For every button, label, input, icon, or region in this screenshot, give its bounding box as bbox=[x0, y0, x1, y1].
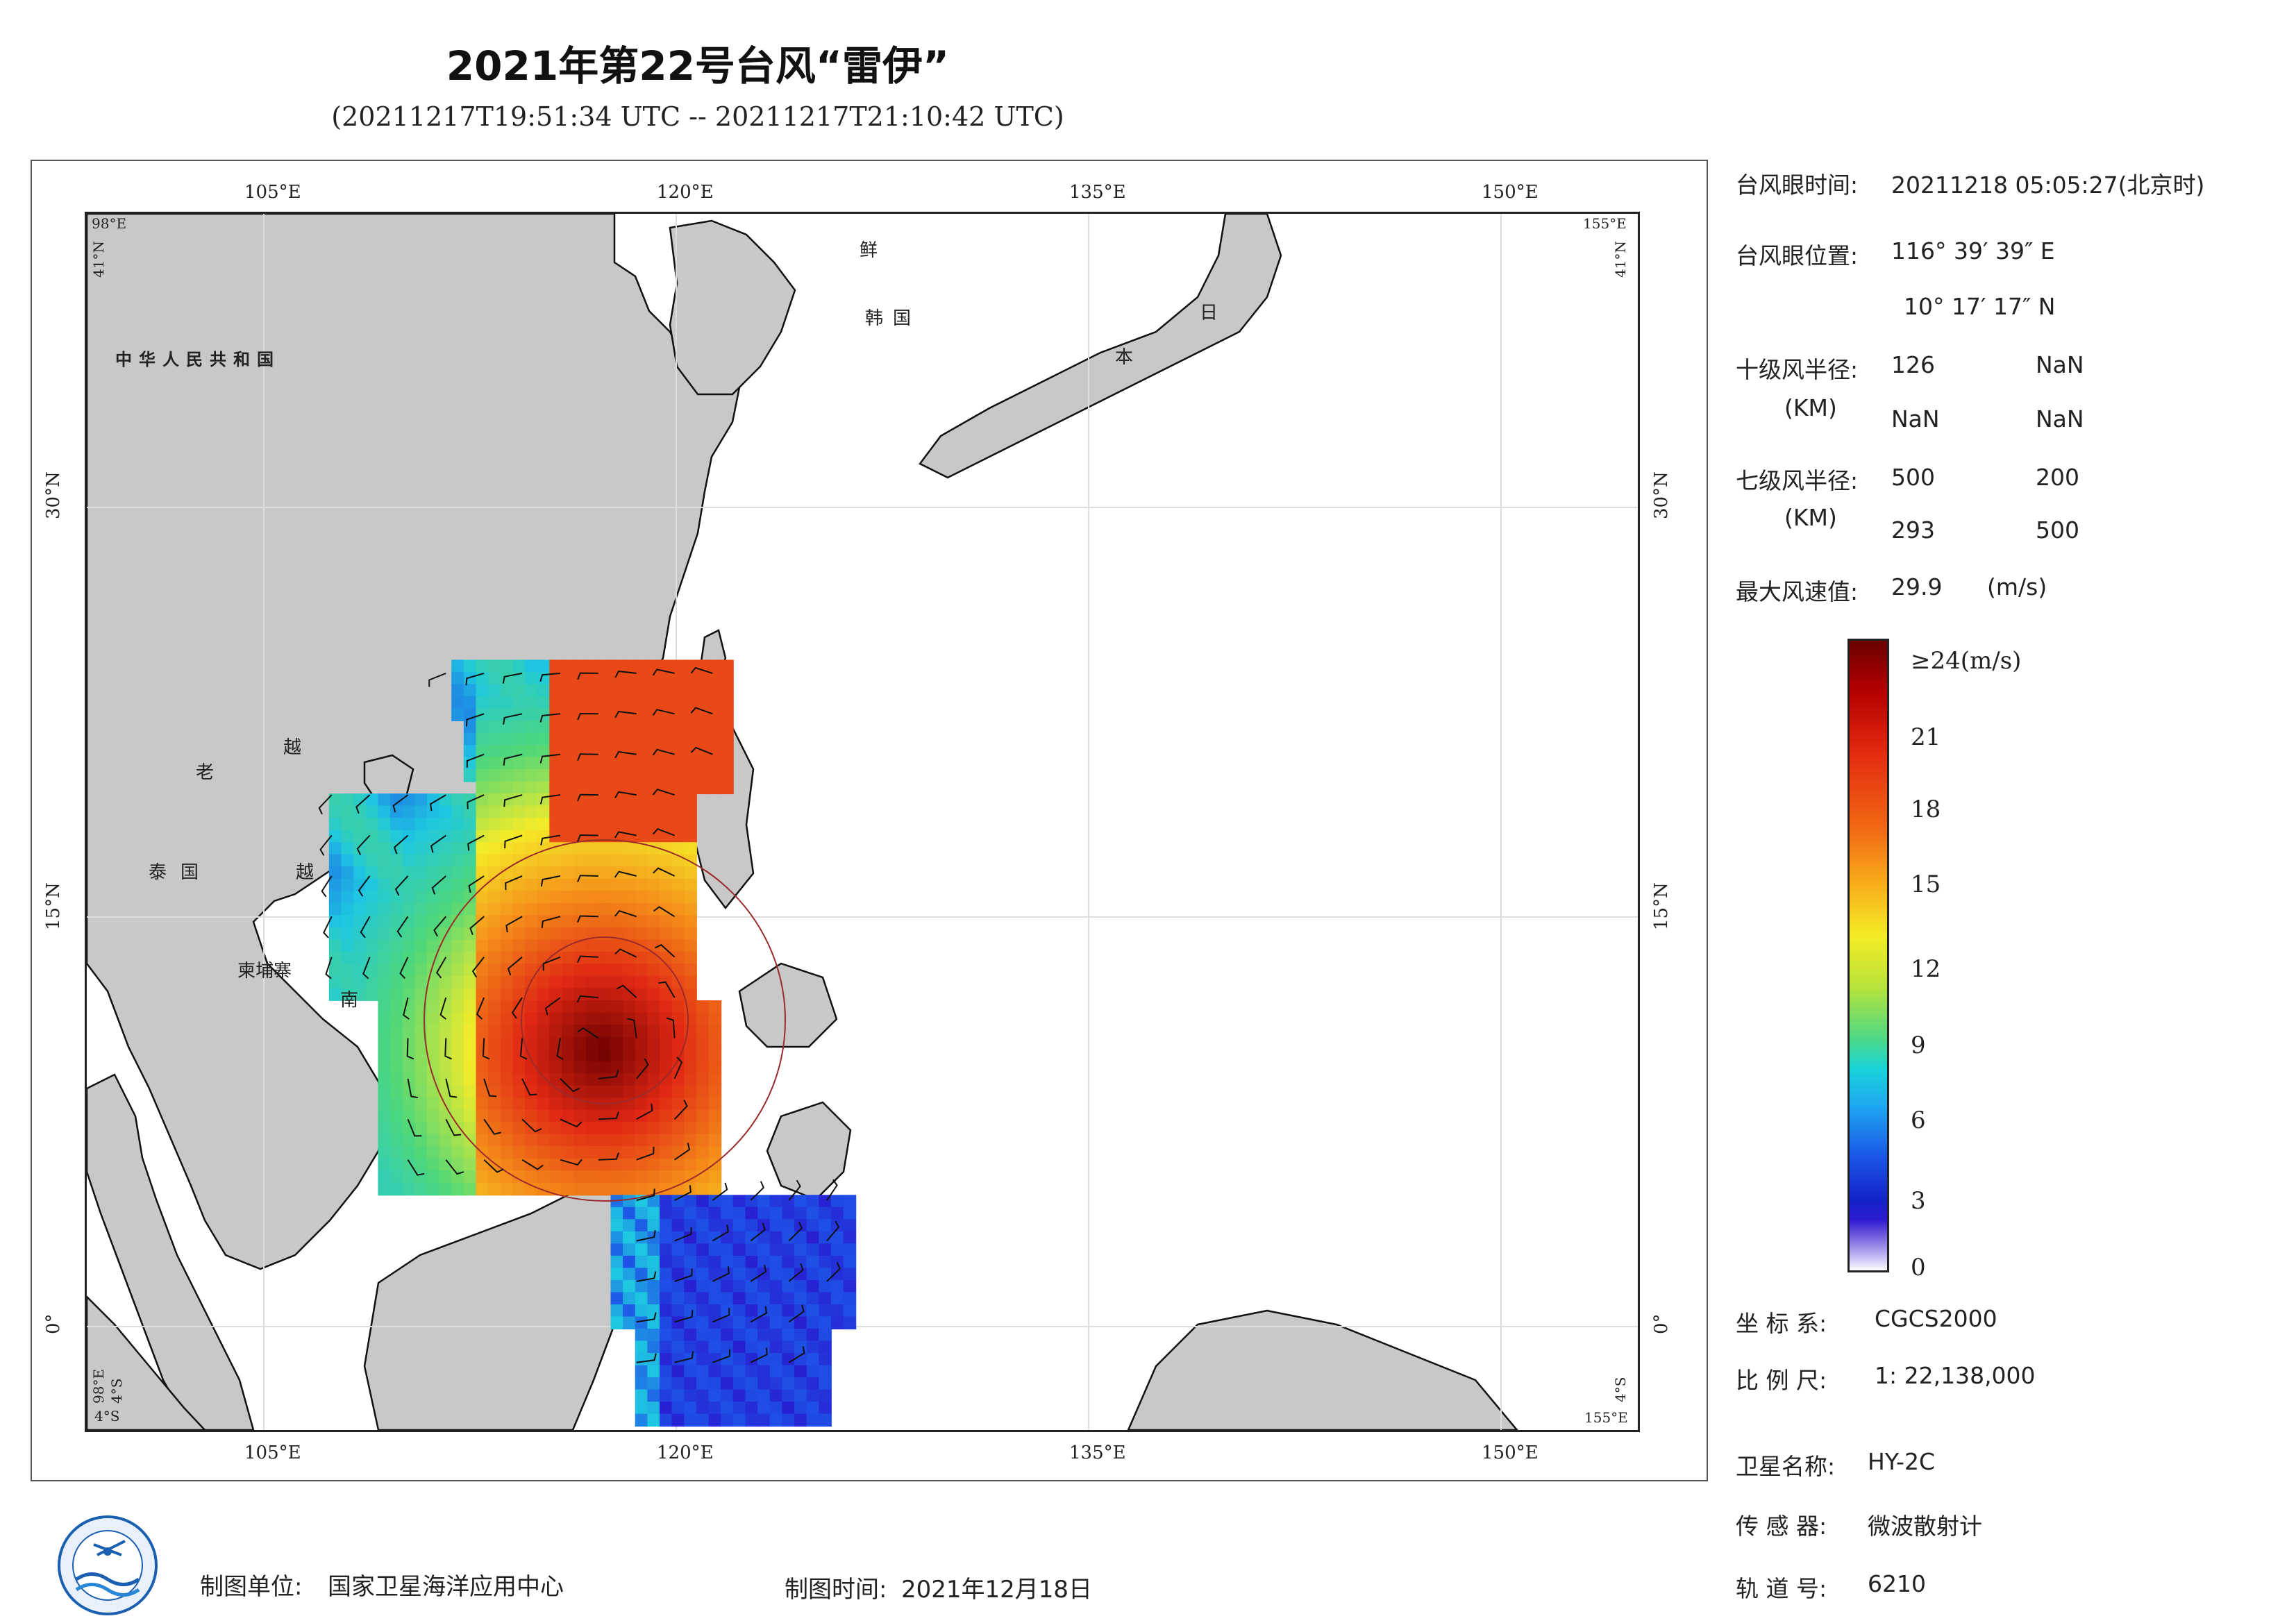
eye-time-value: 20211218 05:05:27(北京时) bbox=[1891, 171, 2205, 199]
orbit-value: 6210 bbox=[1868, 1570, 1926, 1597]
date-label: 制图时间: bbox=[785, 1576, 887, 1604]
label-vietnam-2: 越 bbox=[296, 862, 315, 883]
label-thailand: 泰国 bbox=[149, 862, 213, 883]
r10-sw: NaN bbox=[1891, 405, 1940, 432]
lon-label-bottom-105: 105°E bbox=[244, 1443, 301, 1463]
lon-label-bottom-135: 135°E bbox=[1069, 1443, 1126, 1463]
producer-value: 国家卫星海洋应用中心 bbox=[328, 1573, 564, 1601]
r7-label: 七级风半径: bbox=[1736, 467, 1859, 494]
lat-label-right-15: 15°N bbox=[1651, 882, 1672, 930]
lon-label-top-105: 105°E bbox=[244, 182, 301, 203]
corner-tr-lat: 41°N bbox=[1612, 241, 1629, 278]
producer-label: 制图单位: bbox=[200, 1573, 303, 1601]
label-vietnam-3: 南 bbox=[340, 990, 359, 1011]
r10-unit: (KM) bbox=[1784, 394, 1837, 421]
wind-barbs bbox=[318, 666, 841, 1363]
max-wind-value: 29.9 bbox=[1891, 573, 1943, 600]
wind-speed-colorbar bbox=[1847, 639, 1889, 1272]
r7-unit: (KM) bbox=[1784, 504, 1837, 531]
lat-label-left-30: 30°N bbox=[43, 471, 64, 519]
r10-label: 十级风半径: bbox=[1736, 356, 1859, 383]
map-frame bbox=[31, 160, 1708, 1481]
corner-tl-lat: 41°N bbox=[90, 241, 107, 278]
label-japan-2: 本 bbox=[1115, 347, 1134, 368]
cbar-tick-3: 3 bbox=[1911, 1187, 1926, 1215]
map-title: 2021年第22号台风“雷伊” bbox=[446, 42, 950, 90]
scale-value: 1: 22,138,000 bbox=[1875, 1362, 2036, 1389]
corner-br-lon: 155°E bbox=[1584, 1409, 1628, 1426]
lat-label-right-0: 0° bbox=[1651, 1313, 1672, 1334]
sensor-value: 微波散射计 bbox=[1868, 1513, 1982, 1540]
cbar-tick-6: 6 bbox=[1911, 1107, 1926, 1134]
satellite-value: HY-2C bbox=[1868, 1448, 1936, 1475]
lon-label-top-120: 120°E bbox=[657, 182, 714, 203]
crs-label: 坐 标 系: bbox=[1736, 1310, 1827, 1337]
r7-nw: 500 bbox=[2036, 516, 2079, 544]
lat-label-left-15: 15°N bbox=[43, 882, 64, 930]
label-cambodia: 柬埔寨 bbox=[237, 961, 292, 982]
r7-ne: 500 bbox=[1891, 464, 1935, 491]
lat-label-left-0: 0° bbox=[43, 1313, 64, 1334]
r7-sw: 293 bbox=[1891, 516, 1935, 544]
label-laos: 老 bbox=[196, 762, 215, 783]
label-korea-n: 鲜 bbox=[860, 240, 878, 261]
lon-label-top-135: 135°E bbox=[1069, 182, 1126, 203]
scale-label: 比 例 尺: bbox=[1736, 1367, 1827, 1394]
eye-pos-label: 台风眼位置: bbox=[1736, 242, 1859, 269]
wind-speed-field bbox=[328, 659, 857, 1427]
sensor-label: 传 感 器: bbox=[1736, 1513, 1827, 1540]
wind-radius-rings bbox=[424, 839, 786, 1202]
cbar-tick-21: 21 bbox=[1911, 723, 1941, 751]
label-china: 中华人民共和国 bbox=[115, 350, 280, 369]
eye-pos-lon: 116° 39′ 39″ E bbox=[1891, 237, 2055, 264]
cbar-tick-24: ≥24(m/s) bbox=[1911, 647, 2022, 675]
label-vietnam-1: 越 bbox=[283, 737, 302, 758]
corner-br-lat: 4°S bbox=[1612, 1377, 1629, 1402]
corner-tr-lon: 155°E bbox=[1583, 215, 1627, 232]
r7-se: 200 bbox=[2036, 464, 2079, 491]
r10-se: NaN bbox=[2036, 351, 2084, 378]
corner-bl-lat: 4°S bbox=[94, 1408, 120, 1424]
r10-ne: 126 bbox=[1891, 351, 1935, 378]
label-korea-s: 韩国 bbox=[865, 308, 921, 329]
corner-bl-lat2: 4°S bbox=[108, 1378, 125, 1404]
r10-nw: NaN bbox=[2036, 405, 2084, 432]
land-layer bbox=[87, 214, 1518, 1430]
nsoas-logo bbox=[56, 1513, 160, 1617]
label-japan-1: 日 bbox=[1200, 303, 1218, 323]
wind-field-map[interactable] bbox=[85, 212, 1640, 1432]
corner-tl-lon: 98°E bbox=[92, 215, 127, 232]
satellite-label: 卫星名称: bbox=[1736, 1453, 1836, 1480]
cbar-tick-0: 0 bbox=[1911, 1254, 1926, 1281]
eye-time-label: 台风眼时间: bbox=[1736, 171, 1859, 199]
cbar-tick-9: 9 bbox=[1911, 1032, 1926, 1059]
max-wind-label: 最大风速值: bbox=[1736, 578, 1859, 605]
crs-value: CGCS2000 bbox=[1875, 1305, 1997, 1332]
lon-label-bottom-150: 150°E bbox=[1482, 1443, 1539, 1463]
lon-label-top-150: 150°E bbox=[1482, 182, 1539, 203]
cbar-tick-12: 12 bbox=[1911, 955, 1941, 983]
time-range-subtitle: (20211217T19:51:34 UTC -- 20211217T21:10… bbox=[331, 101, 1064, 132]
cbar-tick-15: 15 bbox=[1911, 871, 1941, 898]
lat-label-right-30: 30°N bbox=[1651, 471, 1672, 519]
eye-pos-lat: 10° 17′ 17″ N bbox=[1904, 293, 2056, 320]
max-wind-unit: (m/s) bbox=[1987, 573, 2047, 600]
date-value: 2021年12月18日 bbox=[901, 1576, 1093, 1604]
cbar-tick-18: 18 bbox=[1911, 796, 1941, 823]
orbit-label: 轨 道 号: bbox=[1736, 1575, 1827, 1602]
corner-bl-lon: 98°E bbox=[90, 1368, 107, 1404]
lon-label-bottom-120: 120°E bbox=[657, 1443, 714, 1463]
